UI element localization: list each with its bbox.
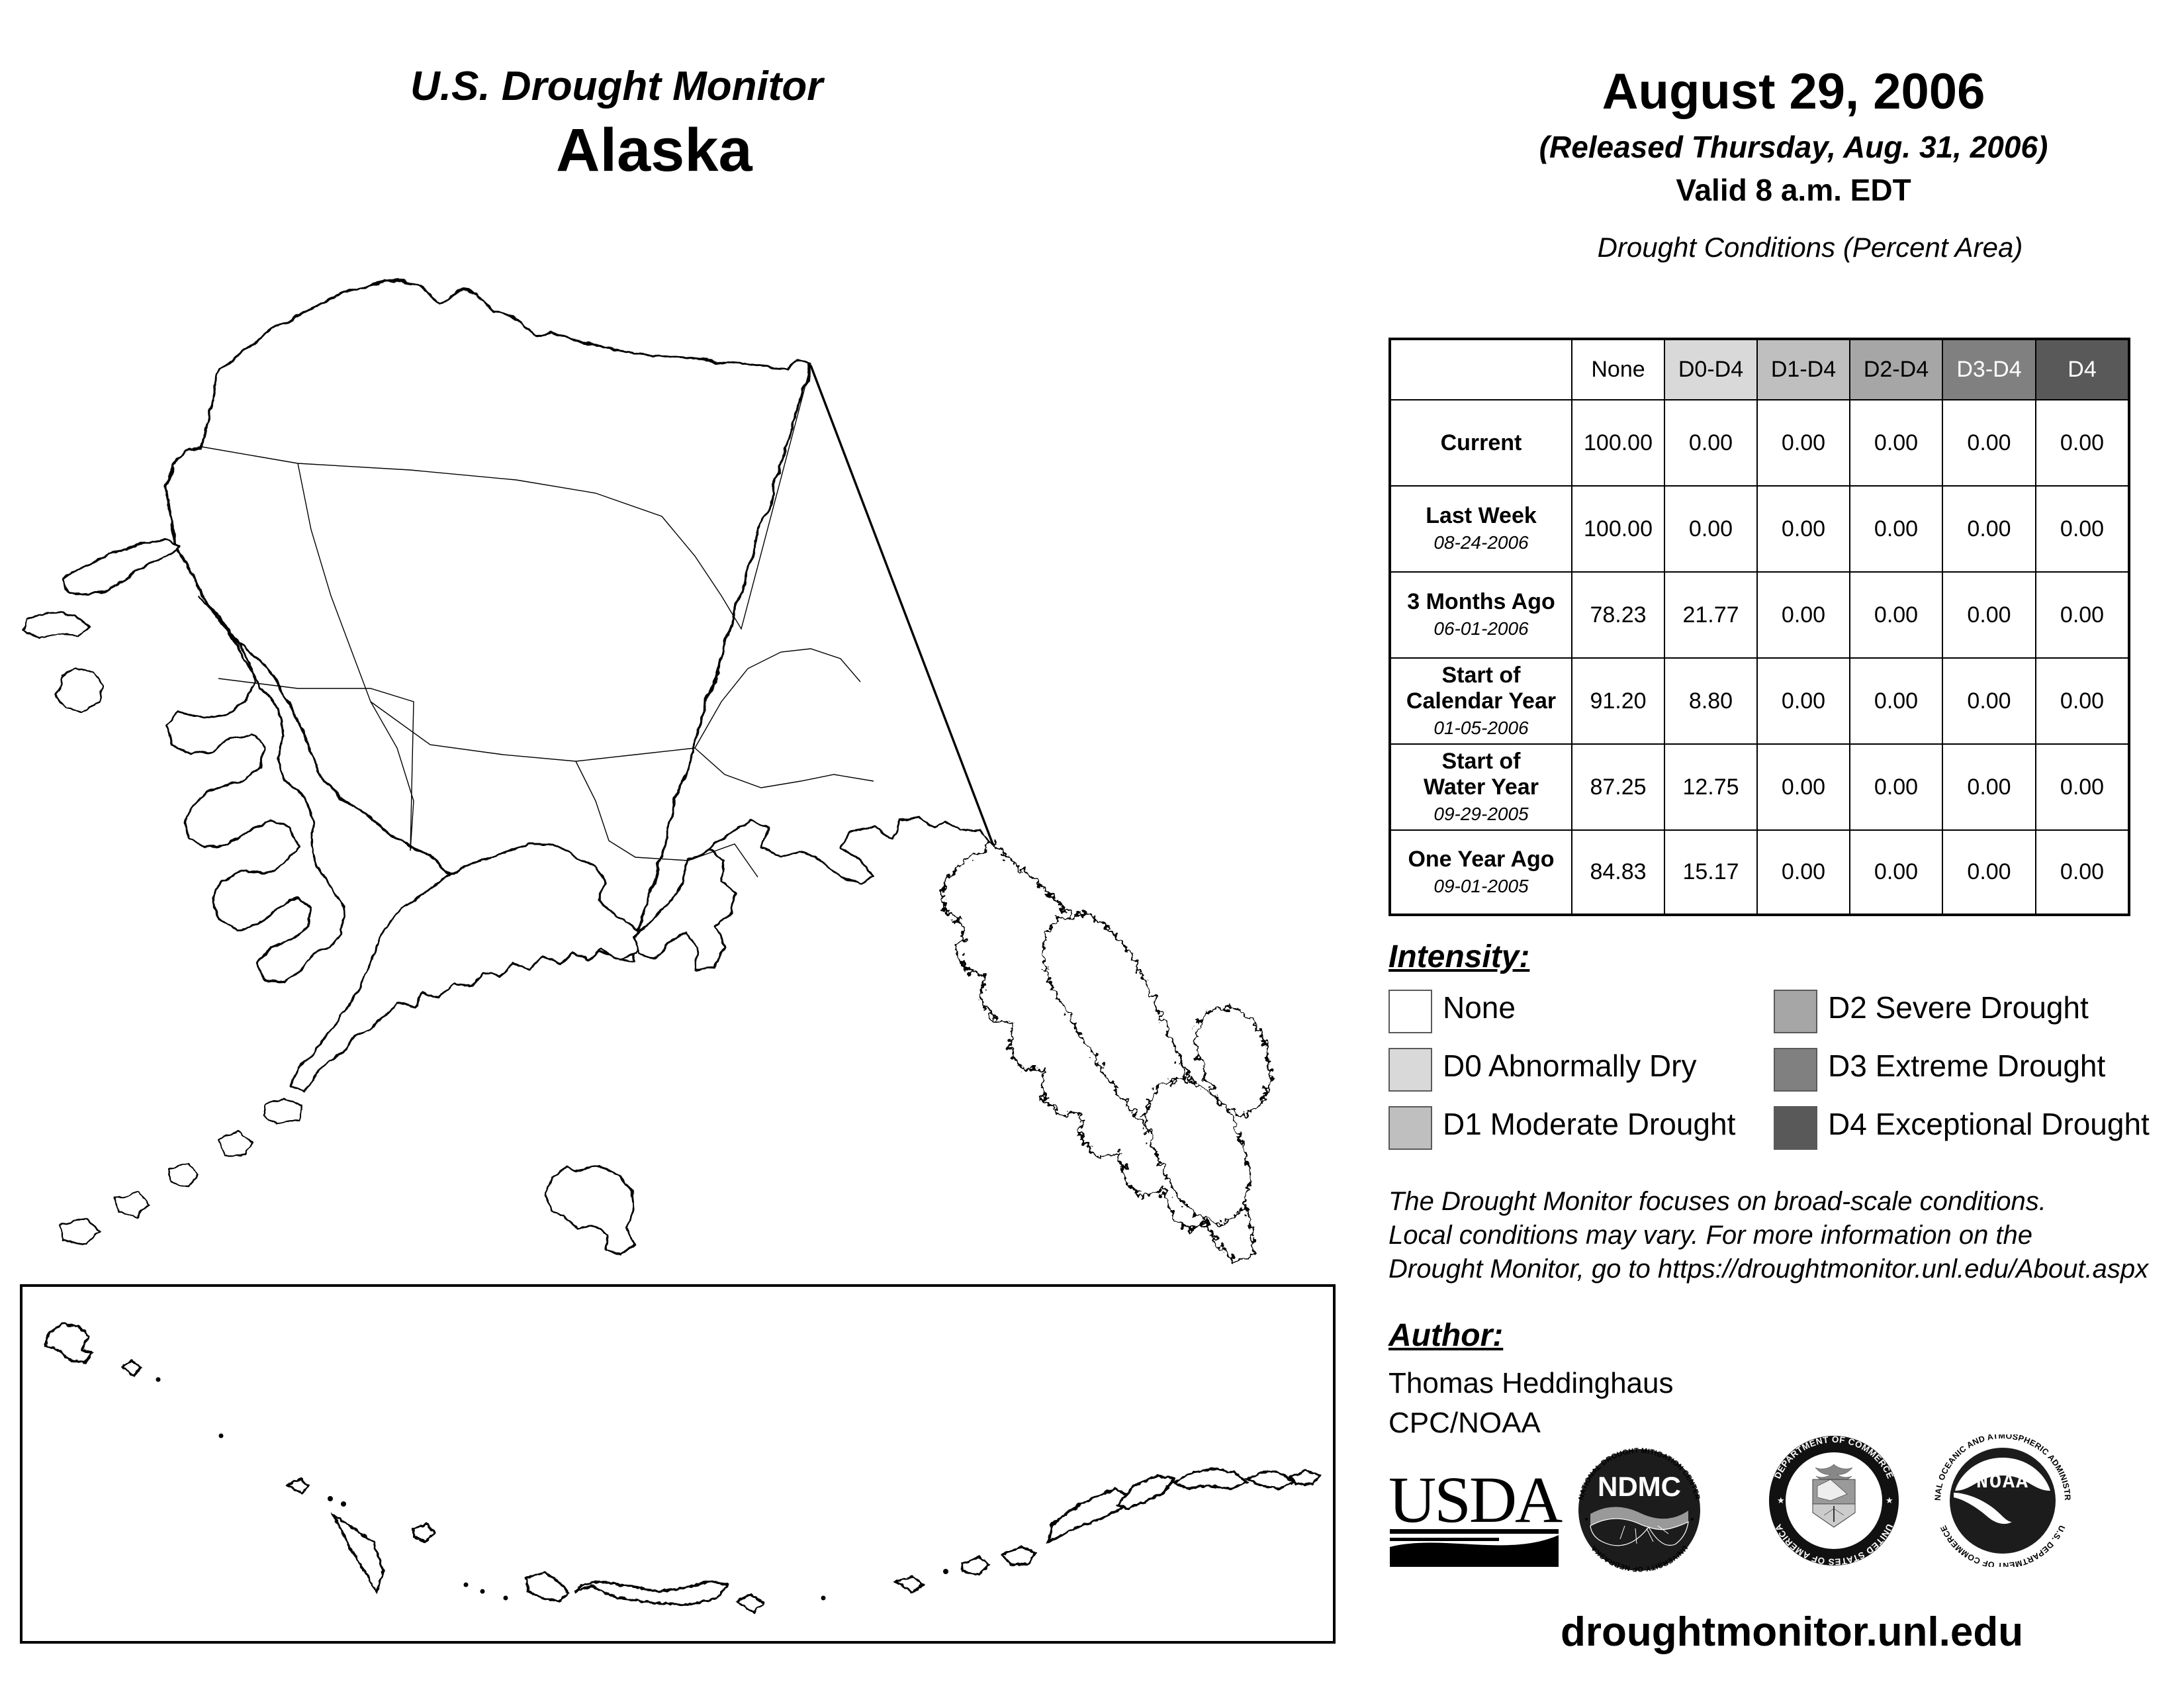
svg-text:NDMC: NDMC — [1598, 1471, 1681, 1502]
svg-text:★: ★ — [1886, 1495, 1893, 1505]
svg-text:NOAA: NOAA — [1976, 1472, 2029, 1494]
svg-text:USDA: USDA — [1388, 1463, 1563, 1536]
svg-text:★: ★ — [1777, 1495, 1785, 1505]
